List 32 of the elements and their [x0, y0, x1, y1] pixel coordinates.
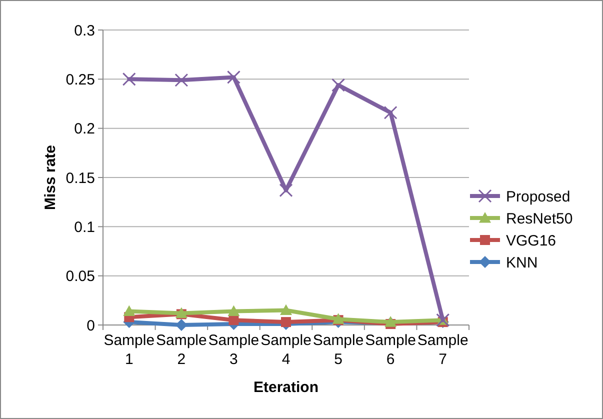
point: [228, 305, 240, 316]
y-tick-label: 0.2: [74, 120, 95, 138]
y-tick-label: 0: [86, 317, 95, 334]
x-tick-label: Sample 7: [417, 332, 468, 368]
point: [174, 73, 188, 87]
point: [123, 305, 136, 316]
y-tick-label: 0.15: [66, 170, 95, 187]
point: [281, 317, 291, 328]
x-tick-label: Sample 1: [104, 332, 155, 368]
x-tick-label: Sample 3: [208, 332, 260, 368]
x-tick-label: Sample 5: [312, 332, 364, 368]
point: [279, 184, 293, 198]
x-tick-label: Sample 4: [260, 332, 312, 368]
point: [228, 315, 239, 326]
y-axis-title: Miss rate: [42, 144, 59, 210]
legend-label: VGG16: [506, 232, 556, 250]
legend-label: Proposed: [506, 188, 570, 206]
point: [122, 72, 136, 86]
y-tick-label: 0.25: [66, 71, 95, 88]
legend-label: ResNet50: [506, 210, 573, 228]
point: [384, 106, 398, 120]
x-tick-label: Sample 6: [365, 332, 416, 368]
x-axis-title: Eteration: [253, 379, 319, 396]
point: [280, 304, 292, 316]
point: [332, 78, 346, 92]
point: [226, 70, 240, 84]
point: [384, 316, 397, 327]
y-tick-label: 0.3: [74, 22, 95, 40]
y-tick-label: 0.05: [66, 268, 95, 286]
x-tick-label: Sample 2: [156, 332, 207, 368]
y-tick-label: 0.1: [74, 218, 95, 236]
legend-label: KNN: [506, 254, 538, 272]
